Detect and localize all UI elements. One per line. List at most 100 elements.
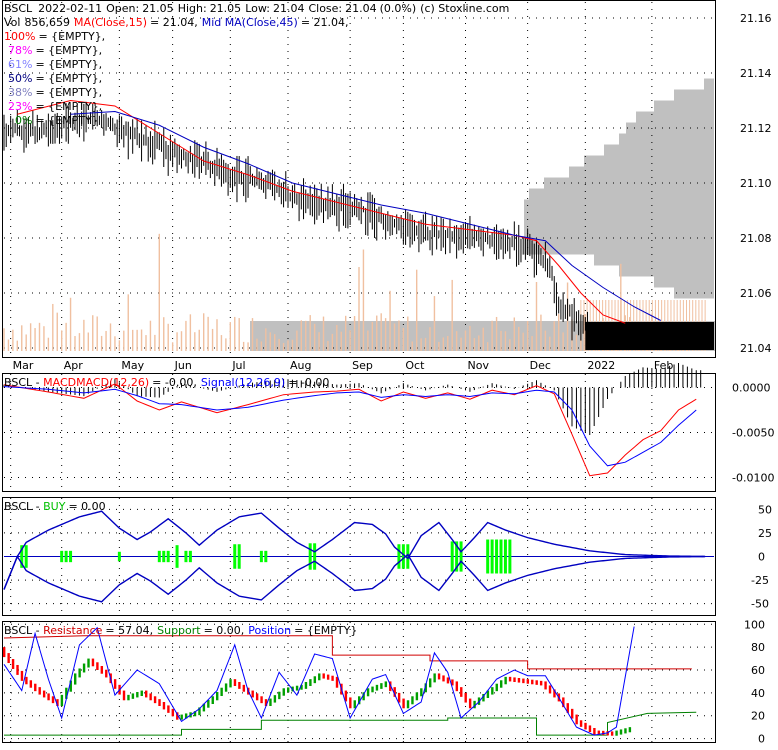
sr-price-candle: [304, 682, 308, 689]
fib-level-61pct: 61% = {EMPTY},: [8, 58, 102, 71]
sr-price-candle: [566, 703, 569, 713]
sr-price-candle: [513, 677, 516, 682]
sr-price-candle: [309, 679, 312, 686]
sr-price-candle: [615, 730, 618, 736]
buy-label: BUY: [43, 500, 66, 513]
sr-price-candle: [393, 687, 396, 697]
volume-profile-bar: [524, 232, 714, 244]
sr-price-candle: [42, 690, 46, 698]
fib-level-label: 0%: [15, 114, 32, 127]
buy-lower-band: [3, 553, 706, 603]
sr-price-candle: [500, 680, 503, 688]
price-x-tick: Apr: [64, 359, 84, 372]
sr-y-tick: 100: [744, 618, 765, 631]
buy-layer: 50 25 0 -25 -50: [3, 498, 772, 615]
sr-price-candle: [349, 697, 352, 709]
sr-price-candle: [251, 690, 254, 698]
sr-price-candle: [20, 670, 24, 681]
fib-level-label: 78%: [8, 44, 32, 57]
fib-level-0pct: 0% = {EMPTY}: [15, 114, 99, 127]
price-y-tick: 21.04: [740, 342, 772, 355]
sr-price-candle: [162, 702, 166, 710]
sr-price-candle: [504, 676, 507, 685]
sr-price-candle: [384, 681, 388, 688]
price-x-tick: Aug: [290, 359, 311, 372]
sr-price-candle: [406, 700, 410, 709]
header-change: (0.0%): [380, 2, 417, 15]
sr-price-candle: [539, 680, 543, 686]
sr-price-candle: [486, 690, 490, 698]
volume-profile-bar: [626, 122, 714, 134]
sr-price-candle: [153, 696, 157, 704]
price-x-tick: 2022: [587, 359, 615, 372]
sr-price-candle: [136, 692, 139, 698]
volume-profile-bar: [674, 89, 714, 101]
sr-price-candle: [562, 697, 565, 708]
fib-level-value: = {EMPTY},: [35, 58, 102, 71]
sr-price-candle: [468, 698, 472, 709]
sr-price-candle: [375, 684, 379, 691]
fib-level-value: = {EMPTY},: [35, 100, 102, 113]
sr-price-candle: [96, 662, 99, 670]
sr-price-candle: [74, 673, 77, 685]
sr-price-candle: [34, 683, 37, 692]
sr-y-tick: 0: [758, 733, 765, 746]
sr-price-candle: [220, 687, 223, 696]
buy-panel-frame: [2, 497, 716, 616]
buy-signal-bar: [20, 545, 24, 568]
price-y-tick: 21.08: [740, 232, 772, 245]
price-y-tick: 21.06: [740, 287, 772, 300]
buy-signal-bar: [157, 550, 161, 563]
buy-signal-bar: [495, 539, 499, 574]
sr-price-candle: [491, 687, 494, 695]
buy-signal-bar: [24, 545, 28, 568]
header-symbol: BSCL: [4, 2, 33, 15]
buy-signal-bar: [503, 539, 507, 574]
price-x-tick: Jun: [174, 359, 192, 372]
sr-price-candle: [207, 700, 210, 708]
volume-profile-bar: [674, 287, 714, 299]
sr-price-candle: [508, 676, 512, 682]
sr-price-candle: [366, 688, 370, 697]
fib-level-label: 23%: [8, 100, 32, 113]
sr-price-candle: [278, 691, 281, 700]
sr-price-candle: [597, 730, 601, 735]
buy-dash: -: [32, 500, 43, 513]
macd-panel-frame: [2, 373, 716, 492]
support-label: Support: [157, 624, 201, 637]
sr-price-candle: [495, 683, 498, 692]
price-y-tick: 21.12: [740, 122, 772, 135]
buy-signal-bar: [508, 539, 512, 574]
sr-price-candle: [91, 658, 95, 667]
buy-y-tick: 25: [758, 527, 772, 540]
sr-price-candle: [531, 679, 534, 685]
sr-price-candle: [331, 675, 334, 681]
header-open: 21.05: [142, 2, 174, 15]
price-header-line: BSCL 2022-02-11 Open: 21.05 High: 21.05 Low: 21…: [4, 2, 509, 15]
signal-line: [3, 386, 697, 467]
macd-line: [3, 383, 697, 477]
sr-price-candle: [211, 696, 214, 704]
macd-header: BSCL - MACDMACD(12,26) = -0.00, Signal(12,…: [4, 376, 329, 389]
buy-signal-bar: [450, 541, 454, 572]
volume-profile-bar: [619, 133, 714, 145]
sr-price-candle: [318, 673, 321, 681]
sr-price-candle: [65, 687, 68, 699]
fib-level-38pct: 38% = {EMPTY},: [8, 86, 102, 99]
resistance-label: Resistance: [43, 624, 103, 637]
sr-price-candle: [131, 693, 135, 699]
volume-profile-bar: [604, 144, 714, 156]
header-close-label: Close:: [308, 2, 342, 15]
recent-price-block: [585, 322, 714, 350]
sr-price-candle: [255, 693, 259, 701]
header-low-label: Low:: [245, 2, 270, 15]
header-ma-value: = 21.04,: [150, 16, 198, 29]
sr-price-candle: [517, 678, 521, 683]
sr-y-tick: 80: [751, 641, 765, 654]
header-date: 2022-02-11: [38, 2, 102, 15]
sr-price-candle: [56, 699, 59, 706]
buy-signal-bar: [162, 550, 166, 563]
header-midma-value: = 21.04,: [301, 16, 349, 29]
volume-profile-bar: [569, 166, 714, 178]
sr-price-candle: [411, 696, 414, 705]
